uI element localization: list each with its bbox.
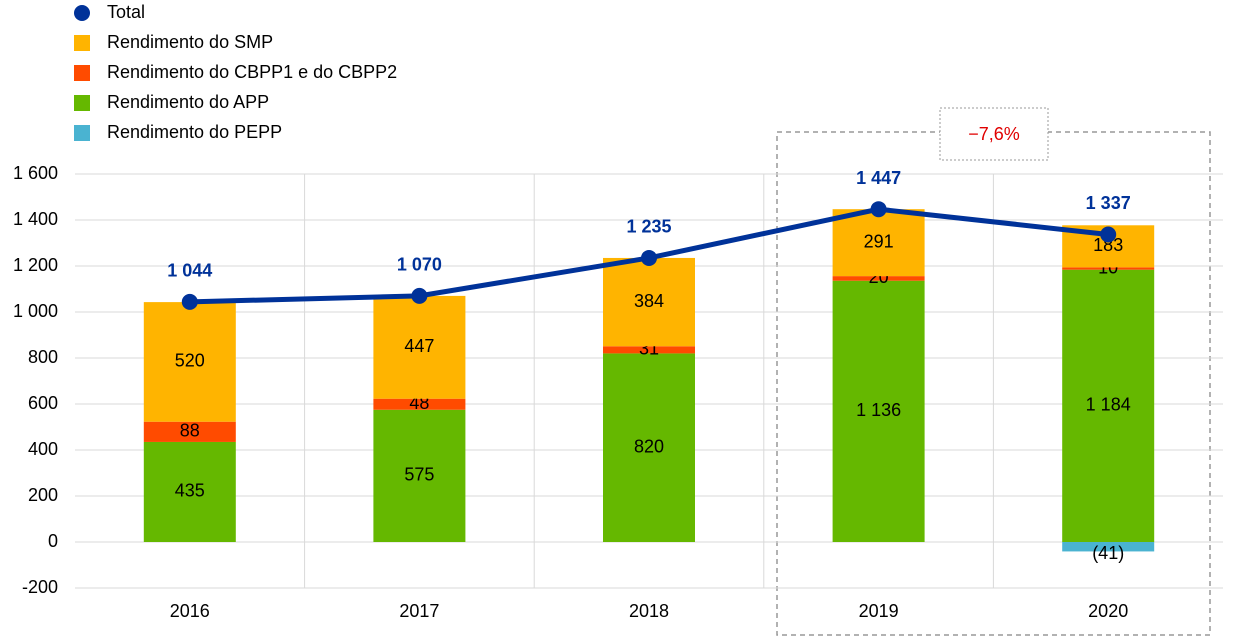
legend-label: Rendimento do APP	[107, 92, 269, 112]
x-tick-label: 2020	[1088, 601, 1128, 621]
total-label: 1 337	[1086, 193, 1131, 213]
x-tick-label: 2017	[399, 601, 439, 621]
value-label: 435	[175, 481, 205, 501]
y-tick-label: 1 200	[13, 255, 58, 275]
total-label: 1 447	[856, 168, 901, 188]
total-label: 1 070	[397, 255, 442, 275]
total-marker	[411, 287, 428, 304]
value-label: 183	[1093, 235, 1123, 255]
total-marker	[641, 249, 657, 266]
y-tick-label: 800	[28, 347, 58, 367]
bar-segment	[373, 398, 466, 410]
total-label: 1 044	[167, 261, 212, 281]
x-tick-label: 2018	[629, 601, 669, 621]
bar-segment	[1062, 269, 1155, 542]
legend-marker	[74, 65, 90, 81]
total-marker	[181, 293, 198, 310]
bar-segment	[832, 276, 925, 281]
total-marker	[870, 201, 887, 218]
bar-segment	[603, 353, 695, 542]
value-label: 820	[634, 436, 664, 456]
legend-label: Rendimento do SMP	[107, 32, 273, 52]
value-label: (41)	[1092, 543, 1124, 563]
bar-segment	[832, 209, 925, 277]
legend-label: Total	[107, 2, 145, 22]
bar-segment	[373, 295, 466, 399]
legend-marker	[74, 35, 90, 51]
y-tick-label: 200	[28, 485, 58, 505]
y-tick-label: 400	[28, 439, 58, 459]
bar-segment	[1062, 542, 1155, 552]
x-tick-label: 2016	[170, 601, 210, 621]
y-tick-label: 1 600	[13, 163, 58, 183]
y-tick-label: 1 000	[13, 301, 58, 321]
legend-marker	[74, 5, 90, 21]
value-label: 88	[180, 421, 200, 441]
bar-segment	[143, 441, 236, 542]
bar-segment	[832, 280, 925, 542]
bar-segment	[1062, 267, 1155, 270]
value-label: 575	[404, 465, 434, 485]
value-label: 1 136	[856, 400, 901, 420]
value-label: 1 184	[1086, 395, 1131, 415]
legend-label: Rendimento do PEPP	[107, 122, 282, 142]
bar-segment	[603, 257, 695, 347]
y-tick-label: 0	[48, 531, 58, 551]
y-tick-label: 1 400	[13, 209, 58, 229]
x-tick-label: 2019	[859, 601, 899, 621]
value-label: 291	[864, 231, 894, 251]
bar-segment	[603, 346, 695, 354]
y-tick-label: -200	[22, 577, 58, 597]
bar-segment	[143, 302, 236, 422]
annotation-box	[939, 107, 1049, 161]
bar-segment	[143, 421, 236, 442]
value-label: 384	[634, 291, 664, 311]
y-tick-label: 600	[28, 393, 58, 413]
total-label: 1 235	[626, 217, 671, 237]
legend-marker	[74, 125, 90, 141]
annotation: −7,6%	[968, 124, 1020, 144]
legend-marker	[74, 95, 90, 111]
total-marker	[1100, 226, 1117, 243]
value-label: 520	[175, 351, 205, 371]
legend-label: Rendimento do CBPP1 e do CBPP2	[107, 62, 397, 82]
bar-segment	[373, 409, 466, 542]
value-label: 447	[404, 336, 434, 356]
